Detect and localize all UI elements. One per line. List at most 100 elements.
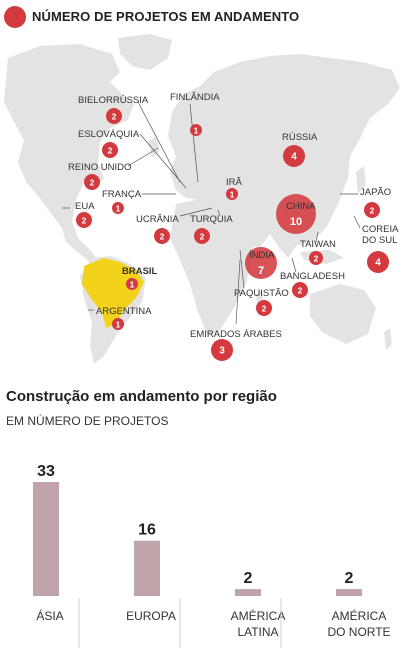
project-count: 7 <box>258 265 264 277</box>
country-marker-argentina: ARGENTINA 1 <box>88 306 152 330</box>
project-count-circle <box>292 282 308 298</box>
project-count: 2 <box>262 304 267 314</box>
leader-line <box>315 231 319 243</box>
project-count-circle <box>283 145 305 167</box>
country-label: JAPÃO <box>360 187 391 198</box>
world-map: BIELORRÚSSIA 2 FINLÂNDIA 1 ESLOVÁQUIA 2 RÚSSIA… <box>4 34 400 364</box>
leader-line <box>179 207 213 217</box>
project-count: 2 <box>82 216 87 226</box>
country-marker-ira: IRÃ 1 <box>226 177 243 200</box>
country-label: UCRÂNIA <box>136 214 179 225</box>
project-count: 10 <box>290 216 302 228</box>
country-label: IRÃ <box>226 177 243 188</box>
bar <box>336 589 362 596</box>
project-count-circle <box>76 212 92 228</box>
bar-chart: 33 ÁSIA 16 EUROPA 2 AMÉRICA LATINA 2 AMÉRICA DO N… <box>33 463 391 648</box>
category-label: AMÉRICA <box>332 608 387 623</box>
country-marker-finlandia: FINLÂNDIA 1 <box>170 92 220 183</box>
chart-subtitle: EM NÚMERO DE PROJETOS <box>6 414 169 428</box>
country-label: REINO UNIDO <box>68 162 131 173</box>
category-label: LATINA <box>237 625 278 639</box>
project-count: 2 <box>370 206 375 216</box>
project-count: 2 <box>112 112 117 122</box>
country-marker-eua: EUA 2 <box>62 201 95 228</box>
country-marker-bangladesh: BANGLADESH 2 <box>280 257 345 298</box>
country-label: ESLOVÁQUIA <box>78 129 140 140</box>
legend-label: NÚMERO DE PROJETOS EM ANDAMENTO <box>32 9 300 24</box>
project-count-circle <box>364 202 380 218</box>
category-label: DO NORTE <box>327 625 390 639</box>
bar <box>235 589 261 596</box>
project-count: 3 <box>219 346 225 357</box>
country-marker-emirados-arabes: EMIRADOS ÁRABES 3 <box>190 259 282 361</box>
country-label: FRANÇA <box>102 189 142 200</box>
country-marker-eslovaquia: ESLOVÁQUIA 2 <box>78 129 187 189</box>
project-count-circle <box>276 194 316 234</box>
chart-title: Construção em andamento por região <box>6 388 277 405</box>
country-marker-turquia: TURQUIA 2 <box>190 209 233 244</box>
bar-value-label: 2 <box>345 570 354 587</box>
country-label: EUA <box>75 201 95 212</box>
leader-line <box>217 209 221 217</box>
bar-group-america-do-norte: 2 AMÉRICA DO NORTE <box>280 570 391 648</box>
country-marker-russia: RÚSSIA 4 <box>282 132 318 167</box>
project-count-circle <box>367 251 389 273</box>
project-count-circle <box>106 108 122 124</box>
bar-group-asia: 33 ÁSIA <box>33 463 64 623</box>
project-count-circle <box>154 228 170 244</box>
project-count-circle <box>112 202 124 214</box>
category-label: EUROPA <box>126 609 176 623</box>
world-landmass <box>4 34 400 364</box>
project-count-circle <box>309 251 323 265</box>
project-count: 1 <box>194 126 199 136</box>
country-label: ÍNDIA <box>249 250 275 261</box>
bar-value-label: 33 <box>37 463 55 480</box>
project-count-circle <box>190 124 202 136</box>
category-label: AMÉRICA <box>231 608 286 623</box>
country-label: ARGENTINA <box>96 306 152 317</box>
project-count: 2 <box>314 254 319 264</box>
country-label: TURQUIA <box>190 214 233 225</box>
country-marker-ucrania: UCRÂNIA 2 <box>136 207 213 244</box>
country-marker-bielorrussia: BIELORRÚSSIA 2 <box>78 95 181 183</box>
country-label: FINLÂNDIA <box>170 92 220 103</box>
project-count: 1 <box>116 320 121 330</box>
country-label: COREIA <box>362 224 399 235</box>
country-label: EMIRADOS ÁRABES <box>190 329 282 340</box>
category-label: ÁSIA <box>36 608 63 623</box>
project-count: 2 <box>108 146 113 156</box>
country-label: TAIWAN <box>300 239 336 250</box>
project-count-circle <box>84 174 100 190</box>
project-count: 2 <box>200 232 205 242</box>
bar-value-label: 16 <box>138 522 156 539</box>
leader-line <box>239 249 245 289</box>
project-count-circle <box>112 318 124 330</box>
country-label: CHINA <box>286 201 316 212</box>
country-label: BIELORRÚSSIA <box>78 95 149 106</box>
country-label: BRASIL <box>122 266 158 277</box>
country-marker-reino-unido: REINO UNIDO 2 <box>68 147 159 190</box>
project-count: 4 <box>375 258 381 269</box>
country-marker-china: CHINA 10 <box>276 194 316 234</box>
country-marker-taiwan: TAIWAN 2 <box>300 231 336 265</box>
project-count-circle <box>194 228 210 244</box>
country-label-line2: DO SUL <box>362 235 397 246</box>
country-label: PAQUISTÃO <box>234 288 289 299</box>
country-marker-india: ÍNDIA 7 <box>245 247 277 279</box>
project-count-circle <box>256 300 272 316</box>
bar-group-europa: 16 EUROPA <box>78 522 176 648</box>
country-marker-brasil: BRASIL 1 <box>122 266 158 290</box>
country-marker-japao: JAPÃO 2 <box>340 187 391 218</box>
project-count: 4 <box>291 152 297 163</box>
brazil-highlight <box>82 258 144 328</box>
leader-line <box>137 101 181 183</box>
project-count-circle <box>102 142 118 158</box>
leader-line <box>291 257 297 273</box>
leader-line <box>127 147 159 167</box>
project-count-circle <box>226 188 238 200</box>
leader-line <box>235 259 241 325</box>
country-label: BANGLADESH <box>280 271 345 282</box>
leader-line <box>189 103 199 183</box>
leader-line <box>353 215 361 229</box>
project-count-circle <box>245 247 277 279</box>
